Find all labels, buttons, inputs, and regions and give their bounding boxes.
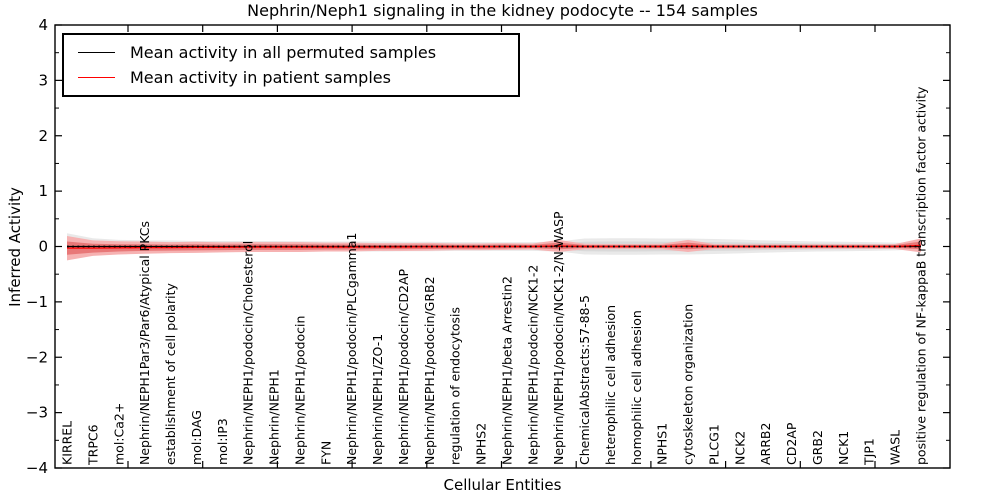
category-label: Nephrin/NEPH1/podocin/NCK1-2 bbox=[525, 265, 540, 465]
legend-line-sample bbox=[78, 52, 115, 53]
y-tick-label: −1 bbox=[26, 293, 48, 311]
category-label: heterophilic cell adhesion bbox=[603, 305, 618, 465]
category-label: mol:DAG bbox=[189, 410, 204, 465]
category-label: regulation of endocytosis bbox=[448, 307, 463, 465]
chart-title: Nephrin/Neph1 signaling in the kidney po… bbox=[247, 1, 758, 20]
category-label: Nephrin/NEPH1 bbox=[267, 369, 282, 465]
category-label: GRB2 bbox=[810, 430, 825, 465]
category-label: Nephrin/NEPH1Par3/Par6/Atypical PKCs bbox=[137, 221, 152, 465]
category-label: Nephrin/NEPH1/podocin/CD2AP bbox=[396, 269, 411, 465]
y-tick-label: 0 bbox=[38, 238, 48, 256]
y-tick-label: 2 bbox=[38, 127, 48, 145]
category-label: Nephrin/NEPH1/podocin/NCK1-2/N-WASP bbox=[551, 211, 566, 465]
y-axis-label: Inferred Activity bbox=[6, 187, 24, 307]
category-label: positive regulation of NF-kappaB transcr… bbox=[914, 86, 929, 465]
category-label: NPHS1 bbox=[655, 423, 670, 465]
category-label: TJP1 bbox=[862, 438, 877, 466]
category-label: CD2AP bbox=[784, 422, 799, 465]
category-label: TRPC6 bbox=[85, 424, 100, 466]
y-tick-label: −2 bbox=[26, 348, 48, 366]
category-label: KIRREL bbox=[60, 421, 75, 465]
category-label: Nephrin/NEPH1/podocin/Cholesterol bbox=[241, 241, 256, 465]
y-tick-label: −3 bbox=[26, 404, 48, 422]
category-label: mol:Ca2+ bbox=[111, 403, 126, 465]
legend: Mean activity in all permuted samples Mea… bbox=[62, 33, 520, 97]
category-label: PLCG1 bbox=[706, 424, 721, 465]
legend-line-sample bbox=[78, 77, 115, 78]
category-label: NCK2 bbox=[732, 431, 747, 465]
category-label: cytoskeleton organization bbox=[681, 304, 696, 465]
category-label: Nephrin/NEPH1/ZO-1 bbox=[370, 334, 385, 465]
category-label: Nephrin/NEPH1/podocin/PLCgamma1 bbox=[344, 233, 359, 465]
category-label: Nephrin/NEPH1/podocin bbox=[292, 316, 307, 465]
category-label: WASL bbox=[888, 430, 903, 465]
category-label: Nephrin/NEPH1/beta Arrestin2 bbox=[499, 276, 514, 465]
category-label: establishment of cell polarity bbox=[163, 283, 178, 465]
category-label: NPHS2 bbox=[474, 423, 489, 465]
legend-entry: Mean activity in all permuted samples bbox=[78, 43, 518, 62]
category-label: ChemicalAbstracts:57-88-5 bbox=[577, 295, 592, 465]
category-label: homophilic cell adhesion bbox=[629, 310, 644, 465]
category-label: Nephrin/NEPH1/podocin/GRB2 bbox=[422, 276, 437, 465]
y-tick-label: 4 bbox=[38, 16, 48, 34]
y-tick-label: 1 bbox=[38, 182, 48, 200]
y-tick-label: −4 bbox=[26, 459, 48, 477]
legend-label: Mean activity in all permuted samples bbox=[130, 42, 437, 62]
band-patient-spread-inner bbox=[67, 241, 921, 255]
x-axis-label: Cellular Entities bbox=[443, 476, 562, 494]
legend-entry: Mean activity in patient samples bbox=[78, 68, 518, 87]
y-tick-label: 3 bbox=[38, 71, 48, 89]
category-label: FYN bbox=[318, 441, 333, 465]
category-label: mol:IP3 bbox=[215, 418, 230, 465]
category-label: ARRB2 bbox=[758, 423, 773, 465]
legend-label: Mean activity in patient samples bbox=[130, 67, 391, 87]
category-label: NCK1 bbox=[836, 431, 851, 465]
